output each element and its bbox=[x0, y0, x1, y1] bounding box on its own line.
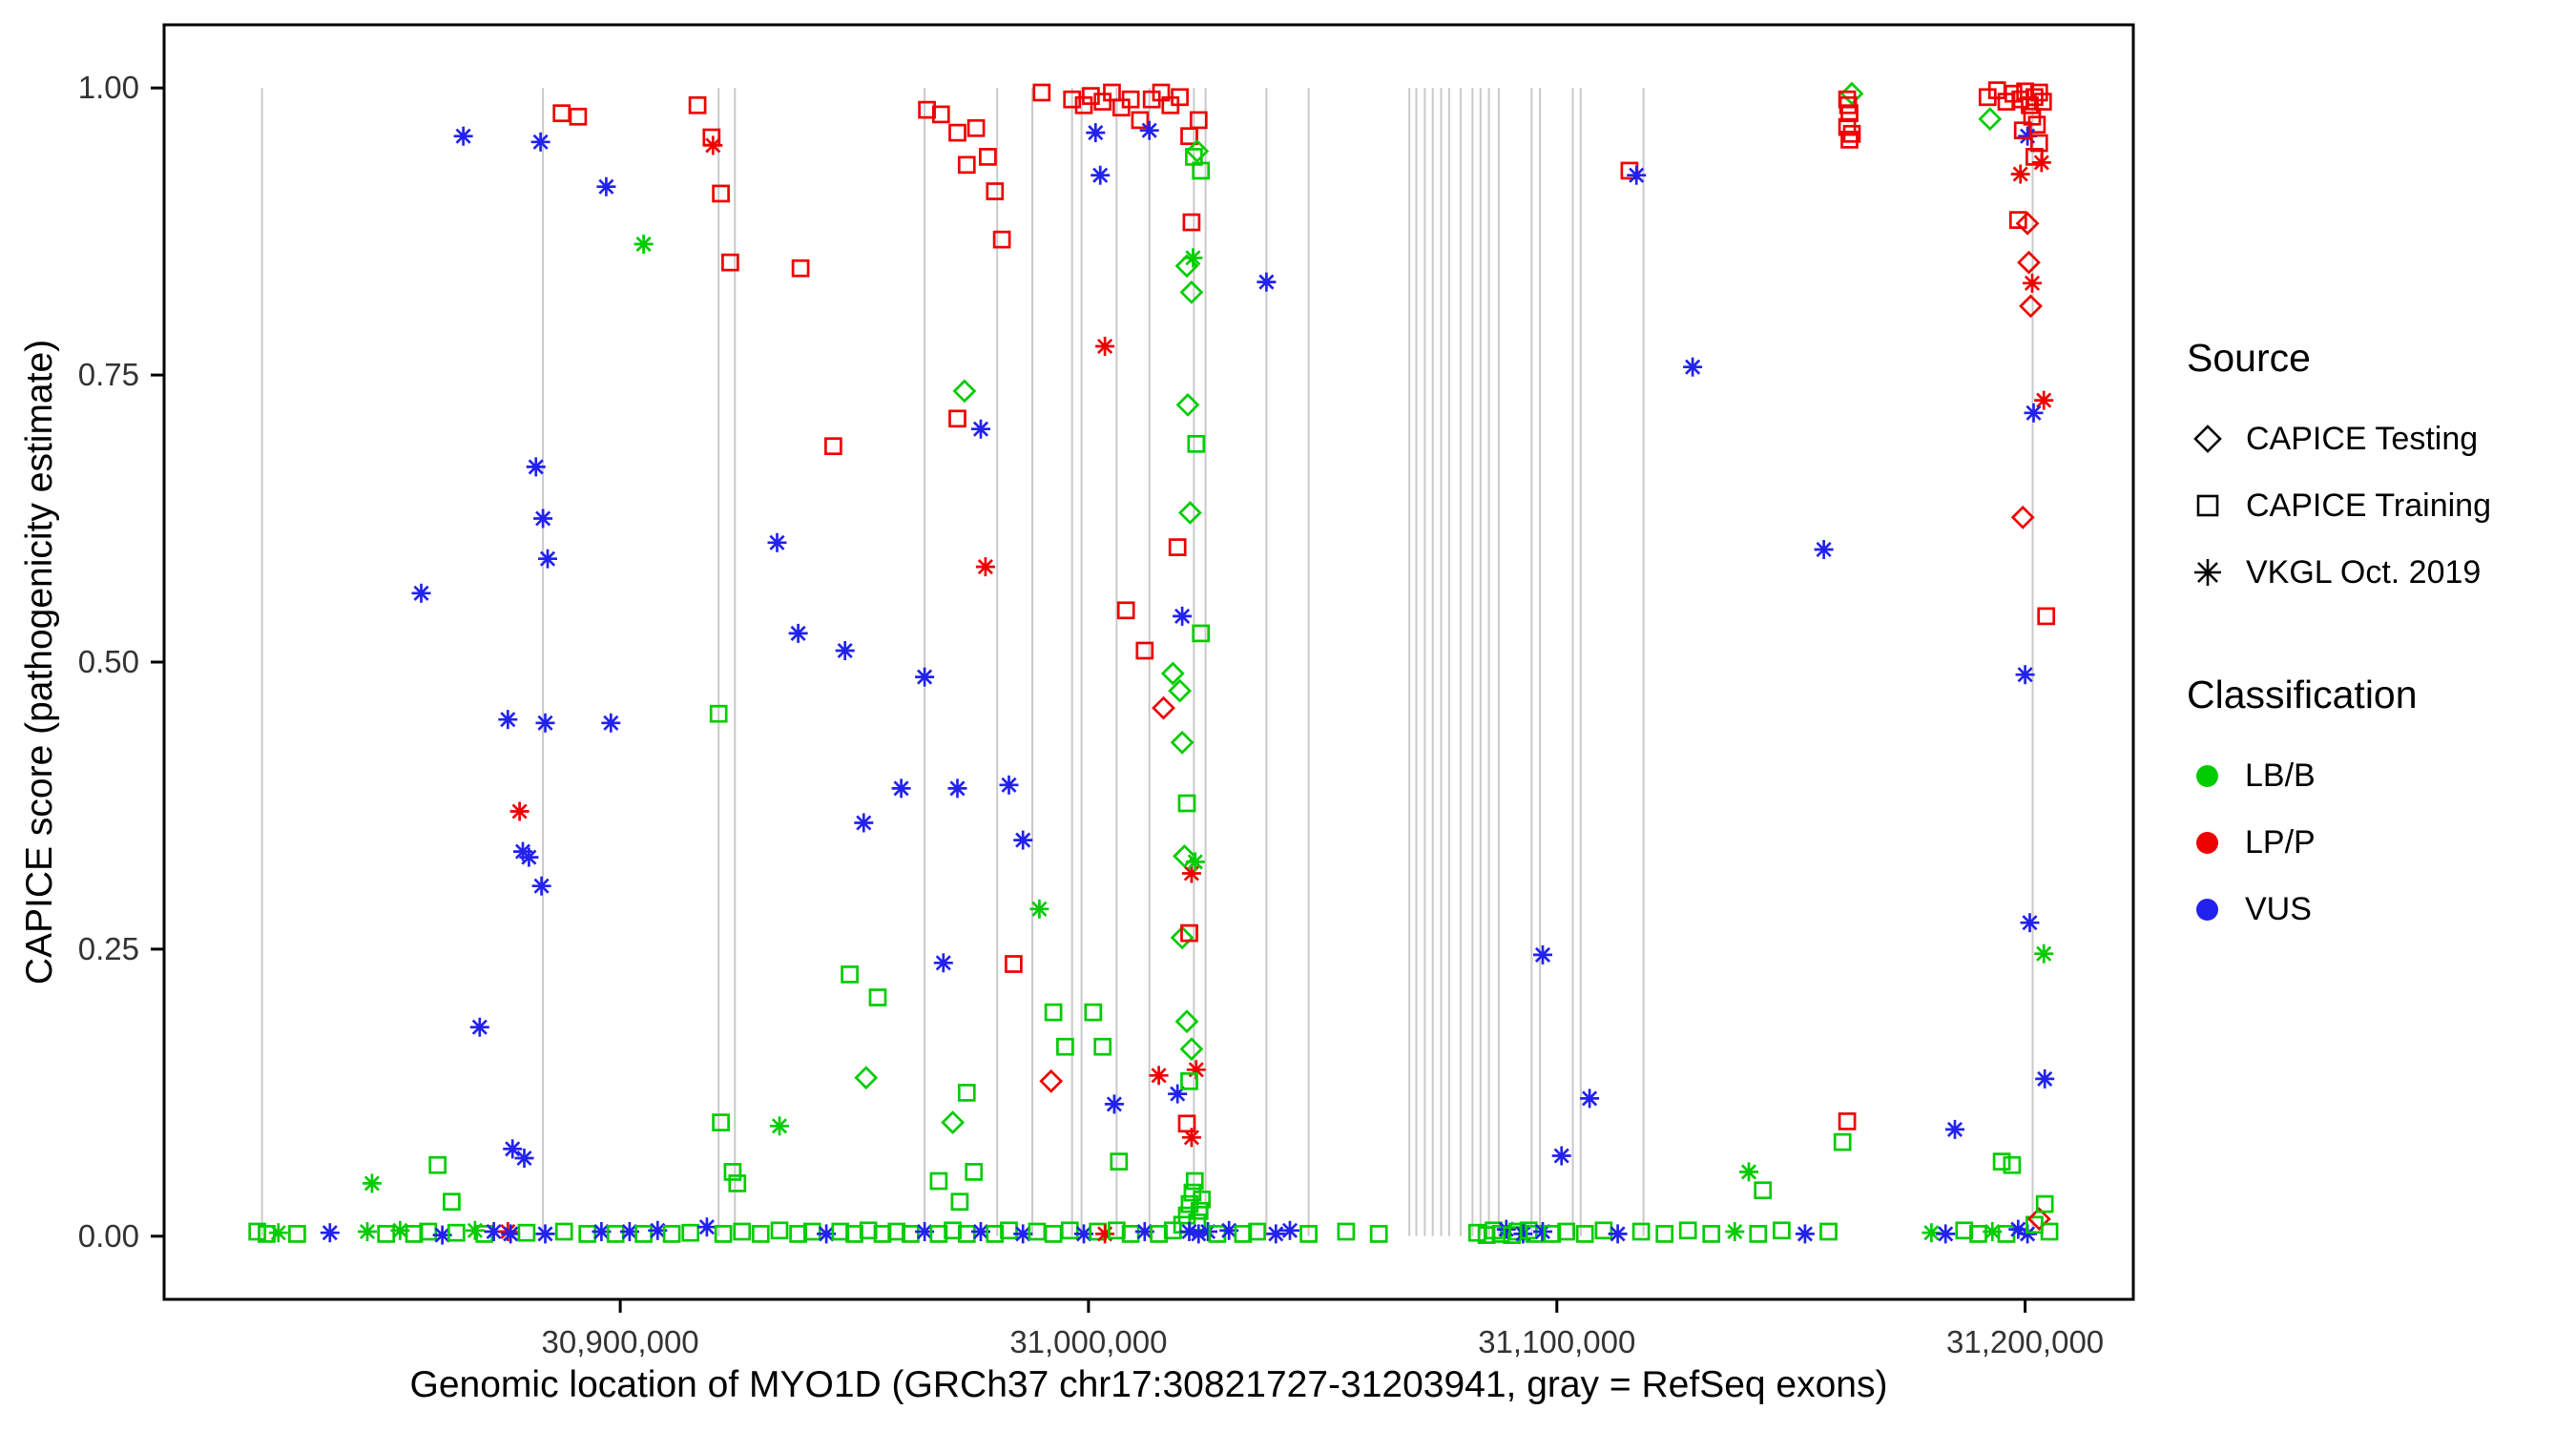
legend-item-lbb: LB/B bbox=[2187, 742, 2491, 809]
legend-source-section: Source CAPICE Testing CAPICE Training bbox=[2187, 336, 2491, 606]
diamond-icon bbox=[2193, 425, 2222, 453]
legend-item-label: VUS bbox=[2245, 890, 2312, 927]
legend-item-label: VKGL Oct. 2019 bbox=[2246, 553, 2482, 591]
legend-source-title: Source bbox=[2187, 336, 2311, 380]
refseq-exon-lines bbox=[260, 88, 2034, 1236]
svg-text:30,900,000: 30,900,000 bbox=[542, 1324, 699, 1359]
x-axis-title: Genomic location of MYO1D (GRCh37 chr17:… bbox=[409, 1364, 1888, 1405]
legend-item-label: LP/P bbox=[2245, 823, 2316, 861]
legend-classification-title: Classification bbox=[2187, 673, 2418, 716]
lbb-color-dot bbox=[2196, 764, 2218, 787]
svg-text:31,200,000: 31,200,000 bbox=[1946, 1324, 2104, 1359]
y-axis-title: CAPICE score (pathogenicity estimate) bbox=[19, 339, 60, 985]
svg-text:0.75: 0.75 bbox=[78, 357, 139, 392]
asterisk-icon bbox=[2194, 559, 2221, 586]
legend-item-label: CAPICE Training bbox=[2246, 487, 2491, 524]
vus-color-dot bbox=[2196, 898, 2218, 921]
legend-item-capice-training: CAPICE Training bbox=[2187, 472, 2491, 539]
svg-text:0.25: 0.25 bbox=[78, 931, 139, 966]
legend-item-vkgl: VKGL Oct. 2019 bbox=[2187, 539, 2491, 606]
svg-text:0.50: 0.50 bbox=[78, 644, 139, 679]
legend-item-label: CAPICE Testing bbox=[2246, 420, 2479, 457]
legend-item-capice-testing: CAPICE Testing bbox=[2187, 405, 2491, 472]
legend: Source CAPICE Testing CAPICE Training bbox=[2187, 336, 2491, 943]
data-points bbox=[248, 81, 2059, 1245]
y-axis-ticks: 0.00 0.25 0.50 0.75 1.00 bbox=[78, 70, 164, 1254]
legend-item-lpp: LP/P bbox=[2187, 809, 2491, 876]
svg-text:1.00: 1.00 bbox=[78, 70, 139, 105]
svg-text:0.00: 0.00 bbox=[78, 1218, 139, 1254]
svg-text:31,100,000: 31,100,000 bbox=[1478, 1324, 1635, 1359]
lpp-color-dot bbox=[2196, 831, 2218, 854]
legend-item-label: LB/B bbox=[2245, 757, 2316, 794]
svg-text:31,000,000: 31,000,000 bbox=[1009, 1324, 1167, 1359]
x-axis-ticks: 30,900,000 31,000,000 31,100,000 31,200,000 bbox=[542, 1299, 2104, 1359]
square-icon bbox=[2196, 494, 2219, 517]
legend-classification-section: Classification LB/B LP/P VUS bbox=[2187, 673, 2491, 943]
legend-item-vus: VUS bbox=[2187, 876, 2491, 943]
